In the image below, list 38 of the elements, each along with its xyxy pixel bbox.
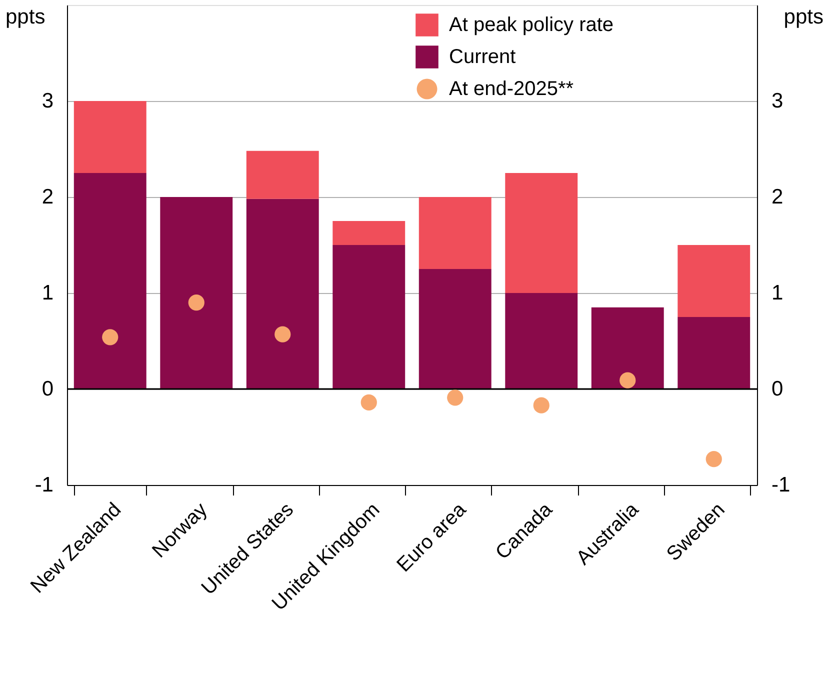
legend-label: At end-2025**	[449, 78, 574, 100]
point	[360, 394, 377, 410]
bar	[246, 198, 319, 389]
bar	[74, 173, 146, 389]
bar	[332, 221, 406, 245]
bar	[505, 173, 578, 293]
y2-tick-label: 2	[772, 186, 784, 208]
point	[274, 326, 291, 342]
bar	[678, 245, 750, 317]
y2-tick-label: 1	[772, 282, 784, 304]
point	[447, 390, 464, 406]
bar	[505, 293, 578, 389]
bar	[160, 197, 233, 389]
y2-tick-label: 3	[772, 90, 784, 112]
y2-tick-label: -1	[772, 474, 790, 496]
y2-tick-label: 0	[772, 378, 784, 400]
bar	[332, 245, 406, 389]
point	[102, 329, 118, 346]
y-tick-label: -1	[34, 474, 54, 496]
bar	[678, 317, 750, 389]
legend-label: At peak policy rate	[449, 14, 614, 36]
y-tick-label: 2	[42, 186, 54, 208]
bar	[418, 197, 492, 269]
y-tick-label: 1	[42, 282, 54, 304]
legend-label: Current	[449, 46, 516, 68]
point	[188, 294, 204, 311]
bar	[418, 269, 492, 389]
y-tick-label: 0	[42, 378, 54, 400]
y-tick-label: 3	[42, 90, 54, 112]
bar	[74, 101, 146, 173]
point	[533, 397, 550, 414]
y-axis-title: ppts	[6, 6, 46, 28]
point	[620, 372, 636, 388]
point	[706, 451, 722, 468]
bar	[246, 150, 319, 199]
y2-axis-title: ppts	[784, 6, 824, 28]
bar	[591, 307, 664, 389]
x-tick-label: Euro area	[392, 498, 472, 576]
